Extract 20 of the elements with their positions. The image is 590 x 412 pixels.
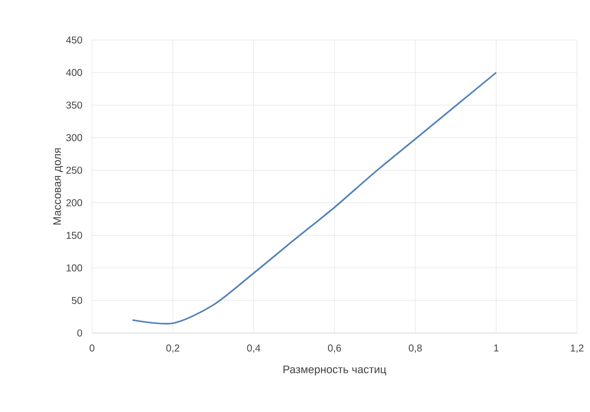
line-series [132,72,497,324]
y-axis-title: Массовая доля [53,148,64,225]
x-tick-label: 0,8 [408,344,422,353]
x-axis-title: Размерность частиц [284,366,386,376]
y-tick-label: 150 [66,232,82,239]
y-tick-label: 300 [66,134,82,142]
y-tick-label: 350 [66,102,82,109]
x-tick-label: 0,2 [166,344,180,353]
y-tick-label: 250 [66,166,82,174]
x-tick-label: 0,4 [247,344,260,353]
x-tick-label: 0,6 [328,344,341,353]
y-tick-label: 100 [66,264,82,272]
y-tick-label: 450 [66,36,82,44]
y-tick-label: 200 [66,199,82,206]
y-tick-label: 400 [66,69,82,76]
x-tick-label: 1 [494,344,498,352]
y-tick-label: 0 [77,329,82,337]
x-tick-label: 0 [90,344,94,352]
y-tick-label: 50 [72,296,82,304]
x-tick-label: 1,2 [570,344,584,353]
